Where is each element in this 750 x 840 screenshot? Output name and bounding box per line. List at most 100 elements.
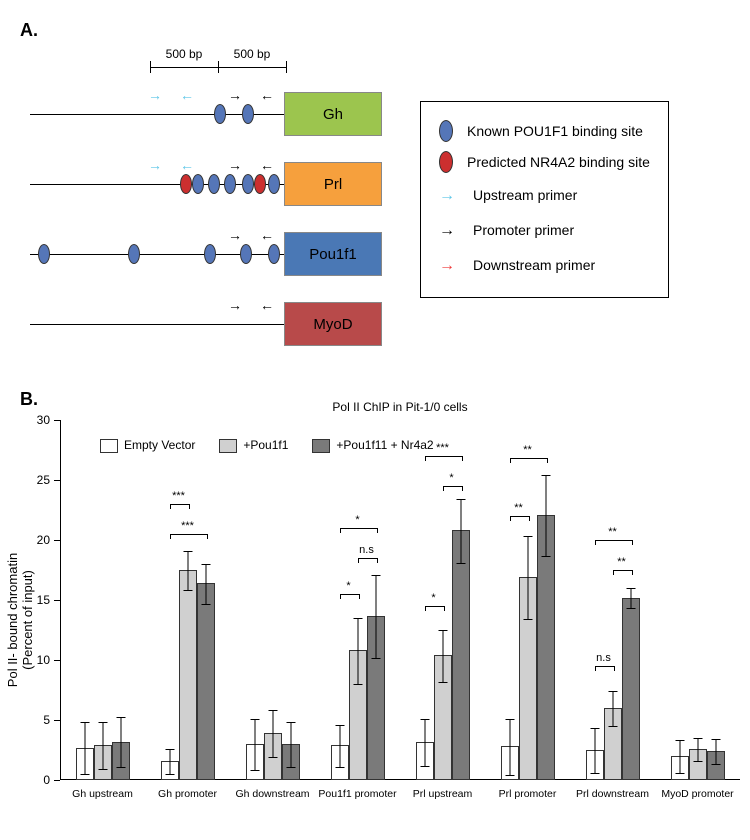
bar [331, 745, 349, 780]
diagram-legend: Known POU1F1 binding sitePredicted NR4A2… [420, 101, 669, 298]
scale-label-1: 500 bp [166, 47, 203, 61]
scale-bar: 500 bp 500 bp [150, 51, 400, 75]
pou1f1-site [268, 244, 280, 264]
significance-label: *** [172, 490, 185, 502]
primer-rev: ← [260, 157, 274, 173]
pou1f1-site [204, 244, 216, 264]
significance-label: *** [181, 520, 194, 532]
primer-rev: ← [180, 87, 194, 103]
bar-group: Pou1f1 promoter*n.s* [315, 420, 400, 780]
bar [416, 742, 434, 780]
bar-chart: Pol II ChIP in Pit-1/0 cells Pol II- bou… [60, 420, 740, 820]
pou1f1-site [240, 244, 252, 264]
bar [76, 748, 94, 780]
y-tick-label: 20 [37, 533, 60, 547]
significance-label: n.s [596, 652, 611, 664]
x-tick-label: Prl promoter [499, 780, 557, 800]
pou1f1-site [38, 244, 50, 264]
panel-a-label: A. [20, 20, 730, 41]
x-tick-label: Gh downstream [235, 780, 309, 800]
primer-fwd: → [148, 157, 162, 173]
significance-label: ** [608, 526, 617, 538]
bar-group: Gh downstream [230, 420, 315, 780]
legend-item: Known POU1F1 binding site [439, 116, 650, 147]
primer-fwd: → [228, 157, 242, 173]
pou1f1-site [192, 174, 204, 194]
bar [179, 570, 197, 780]
significance-label: * [346, 580, 350, 592]
x-tick-label: Prl upstream [413, 780, 473, 800]
bar-group: Prl downstreamn.s**** [570, 420, 655, 780]
bar [349, 650, 367, 780]
bar [161, 761, 179, 780]
primer-fwd: → [228, 87, 242, 103]
significance-label: ** [617, 556, 626, 568]
x-tick-label: MyoD promoter [661, 780, 733, 800]
pou1f1-site [128, 244, 140, 264]
significance-label: * [449, 472, 453, 484]
legend-item: →Downstream primer [439, 248, 650, 283]
pou1f1-site [208, 174, 220, 194]
bar [501, 746, 519, 780]
primer-rev: ← [260, 297, 274, 313]
pou1f1-site [214, 104, 226, 124]
chart-title: Pol II ChIP in Pit-1/0 cells [332, 400, 467, 414]
bar [707, 751, 725, 780]
x-tick-label: Pou1f1 promoter [318, 780, 396, 800]
bar-group: MyoD promoter [655, 420, 740, 780]
bar [586, 750, 604, 780]
x-tick-label: Gh upstream [72, 780, 133, 800]
legend-item: →Promoter primer [439, 213, 650, 248]
legend-item: →Upstream primer [439, 178, 650, 213]
bar [689, 749, 707, 780]
pou1f1-site [242, 174, 254, 194]
y-tick-label: 30 [37, 413, 60, 427]
bar [264, 733, 282, 780]
bar [537, 515, 555, 780]
x-tick-label: Gh promoter [158, 780, 217, 800]
bar [246, 744, 264, 780]
gene-box-pou1f1: Pou1f1 [284, 232, 382, 276]
gene-row-prl: →←→←→←Prl [20, 149, 400, 219]
pou1f1-site [268, 174, 280, 194]
y-tick-label: 15 [37, 593, 60, 607]
primer-rev: ← [260, 87, 274, 103]
bar-group: Prl upstream***** [400, 420, 485, 780]
gene-box-myod: MyoD [284, 302, 382, 346]
gene-box-prl: Prl [284, 162, 382, 206]
bar-group: Prl promoter**** [485, 420, 570, 780]
y-tick-label: 25 [37, 473, 60, 487]
significance-label: n.s [359, 544, 374, 556]
bar [94, 745, 112, 780]
significance-label: *** [436, 442, 449, 454]
gene-row-gh: →←→←→←Gh [20, 79, 400, 149]
scale-label-2: 500 bp [234, 47, 271, 61]
bar [671, 756, 689, 780]
x-tick-label: Prl downstream [576, 780, 649, 800]
gene-box-gh: Gh [284, 92, 382, 136]
significance-label: * [431, 592, 435, 604]
significance-label: ** [523, 444, 532, 456]
bar-group: Gh upstream [60, 420, 145, 780]
bar [604, 708, 622, 780]
bar [282, 744, 300, 780]
primer-rev: ← [260, 227, 274, 243]
bar [434, 655, 452, 780]
nr4a2-site [254, 174, 266, 194]
y-tick-label: 5 [43, 713, 60, 727]
genes-column: 500 bp 500 bp →←→←→←Gh→←→←→←Prl→←Pou1f1→… [20, 51, 400, 359]
y-tick-label: 0 [43, 773, 60, 787]
bar [112, 742, 130, 780]
bar [367, 616, 385, 780]
gene-row-pou1f1: → ← Pou1f1 [20, 219, 400, 289]
pou1f1-site [242, 104, 254, 124]
primer-fwd: → [228, 227, 242, 243]
bar [197, 583, 215, 780]
primer-fwd: → [148, 87, 162, 103]
bar [622, 598, 640, 780]
legend-item: Predicted NR4A2 binding site [439, 147, 650, 178]
gene-row-myod: →←MyoD [20, 289, 400, 359]
significance-label: ** [514, 502, 523, 514]
bar [452, 530, 470, 780]
y-axis-title: Pol II- bound chromatin (Percent of inpu… [5, 553, 35, 687]
